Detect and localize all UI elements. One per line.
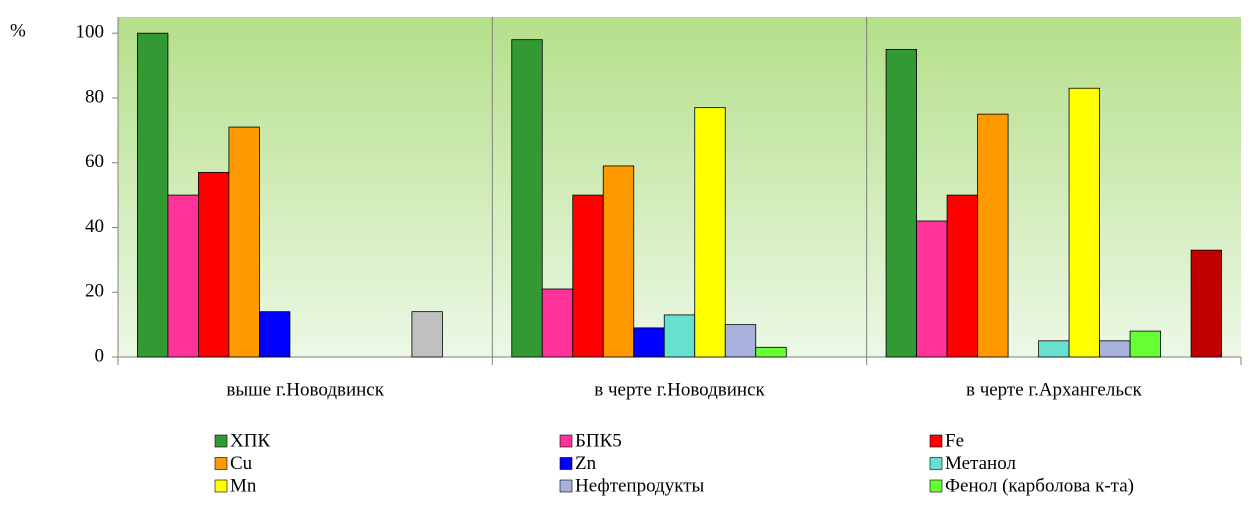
legend-swatch (559, 457, 573, 470)
bar (946, 194, 978, 358)
bar (602, 165, 635, 358)
bar (1068, 87, 1100, 358)
legend-label: Zn (575, 453, 597, 474)
x-tick-label: в черте г.Новодвинск (594, 379, 765, 400)
legend-swatch (214, 479, 228, 493)
legend-label: БПК5 (575, 430, 622, 451)
bar (411, 311, 443, 358)
legend-label: ХПК (230, 430, 270, 451)
bar (885, 48, 917, 358)
bar (755, 346, 787, 358)
legend-label: Фенол (карболова к-та) (945, 475, 1134, 496)
bar (228, 126, 260, 358)
y-axis-label: % (10, 20, 26, 41)
x-tick-label: выше г.Новодвинск (226, 379, 384, 400)
bar (137, 32, 169, 358)
bar (511, 39, 543, 358)
y-tick-label: 20 (85, 281, 104, 302)
bar (633, 327, 665, 358)
legend-swatch (214, 434, 228, 448)
y-tick-label: 0 (95, 345, 105, 366)
legend-label: Cu (230, 453, 253, 474)
legend-label: Метанол (945, 453, 1016, 474)
legend-label: Нефтепродукты (575, 475, 705, 496)
bar (1099, 340, 1131, 358)
bar (541, 288, 574, 358)
y-tick-label: 100 (76, 22, 105, 43)
bar (1129, 330, 1161, 358)
y-tick-label: 40 (85, 216, 104, 237)
bar (572, 194, 604, 358)
x-tick-label: в черте г.Архангельск (966, 379, 1142, 400)
plot-area (118, 17, 1241, 357)
bar (663, 314, 696, 358)
legend-swatch (559, 479, 573, 493)
bar (724, 324, 757, 358)
legend-swatch (929, 434, 943, 448)
y-tick-label: 60 (85, 151, 104, 172)
bar (977, 113, 1009, 358)
bar (1038, 340, 1070, 358)
bar (167, 194, 199, 358)
y-tick-label: 80 (85, 86, 104, 107)
legend-label: Mn (230, 475, 257, 496)
bar (916, 220, 948, 358)
legend-swatch (559, 434, 573, 448)
legend-swatch (929, 457, 943, 470)
legend-swatch (214, 457, 228, 470)
bar (198, 172, 230, 358)
legend-label: Fe (945, 430, 964, 451)
bar (694, 107, 726, 358)
legend-swatch (929, 479, 943, 493)
bar (259, 311, 291, 358)
bar (1190, 249, 1222, 358)
